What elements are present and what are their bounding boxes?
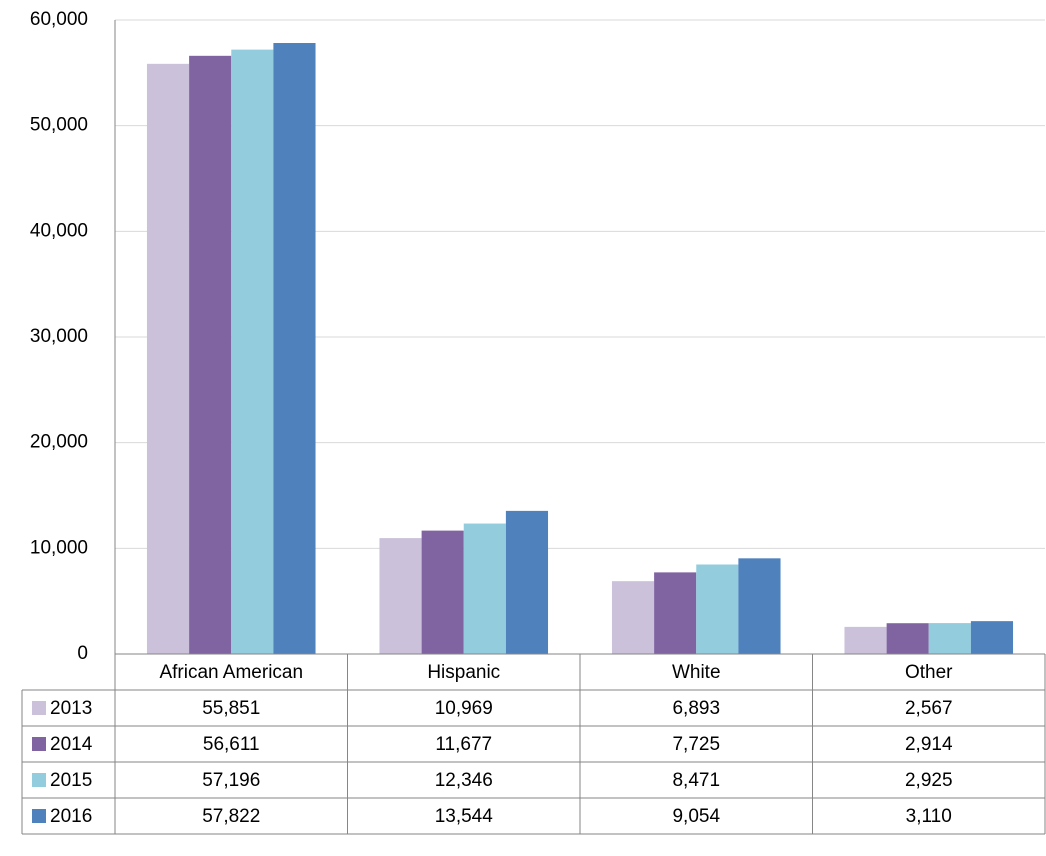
bar (463, 523, 506, 654)
bar (844, 626, 887, 654)
bar (421, 530, 464, 654)
bar (696, 564, 739, 654)
bar (231, 49, 274, 655)
legend-label: 2014 (50, 734, 93, 755)
table-cell: 55,851 (202, 698, 260, 719)
table-cell: 10,969 (435, 698, 493, 719)
bar (738, 558, 781, 654)
legend-label: 2015 (50, 770, 92, 791)
bar (928, 623, 971, 654)
table-cell: 11,677 (435, 734, 492, 755)
bar (146, 63, 190, 654)
y-tick-label: 60,000 (30, 9, 88, 30)
bar (273, 43, 316, 654)
table-cell: 2,925 (905, 770, 953, 791)
table-cell: 8,471 (672, 770, 720, 791)
bar (970, 621, 1014, 654)
bar (654, 572, 697, 654)
table-cell: 7,725 (672, 734, 720, 755)
table-cell: 6,893 (672, 698, 720, 719)
bar (886, 623, 929, 654)
legend-swatch (32, 701, 46, 715)
y-tick-label: 0 (77, 643, 88, 664)
table-cell: 13,544 (435, 806, 494, 827)
table-cell: 57,822 (202, 806, 260, 827)
table-cell: 2,567 (905, 698, 953, 719)
table-cell: 9,054 (672, 806, 720, 827)
legend-label: 2016 (50, 806, 92, 827)
bar (611, 581, 655, 654)
legend-swatch (32, 737, 46, 751)
bar (189, 55, 232, 655)
legend-swatch (32, 773, 46, 787)
table-cell: 12,346 (435, 770, 493, 791)
legend-label: 2013 (50, 698, 92, 719)
y-tick-label: 50,000 (30, 115, 88, 136)
legend-swatch (32, 809, 46, 823)
y-tick-label: 40,000 (30, 220, 88, 241)
bar (379, 538, 422, 654)
table-cell: 2,914 (905, 734, 953, 755)
x-tick-label: African American (159, 662, 303, 683)
y-tick-label: 30,000 (30, 326, 88, 347)
table-cell: 56,611 (203, 734, 260, 755)
table-cell: 3,110 (906, 806, 952, 827)
x-tick-label: White (672, 662, 721, 683)
table-cell: 57,196 (202, 770, 260, 791)
y-tick-label: 20,000 (30, 432, 88, 453)
y-tick-label: 10,000 (30, 537, 88, 558)
bar (505, 510, 549, 654)
x-tick-label: Hispanic (427, 662, 500, 683)
x-tick-label: Other (905, 662, 953, 683)
